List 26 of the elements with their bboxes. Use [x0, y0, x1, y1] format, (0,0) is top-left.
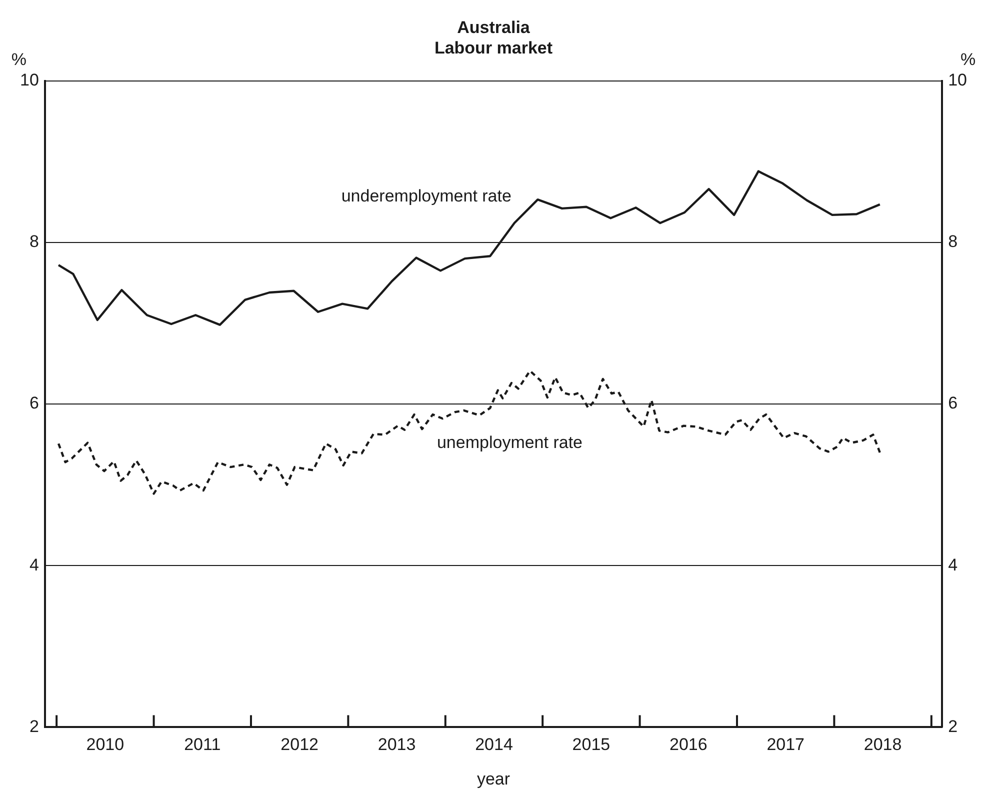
y2-tick-label: 8 — [948, 232, 958, 252]
chart-title: Australia — [457, 18, 530, 37]
y2-tick-label: 2 — [948, 716, 958, 736]
x-tick-label: 2017 — [766, 735, 805, 754]
y-tick-label: 4 — [29, 555, 39, 574]
x-axis-title: year — [476, 769, 510, 788]
x-tick-label: 2018 — [864, 735, 902, 754]
y-tick-label: 6 — [29, 394, 39, 413]
y2-tick-label: 4 — [948, 555, 958, 574]
y2-axis-title: % — [960, 50, 976, 69]
chart-subtitle: Labour market — [434, 38, 553, 58]
x-tick-label: 2016 — [669, 735, 708, 754]
x-tick-label: 2013 — [378, 735, 416, 754]
x-tick-label: 2015 — [572, 735, 610, 754]
x-tick-label: 2014 — [475, 735, 513, 754]
y2-tick-label: 10 — [948, 70, 968, 90]
y-axis-title: % — [11, 50, 26, 69]
y-tick-label: 2 — [29, 716, 39, 736]
x-tick-label: 2011 — [184, 735, 221, 754]
x-tick-label: 2010 — [86, 735, 124, 754]
y-tick-label: 10 — [20, 70, 39, 90]
y-tick-label: 8 — [29, 232, 39, 252]
y2-tick-label: 6 — [948, 394, 958, 413]
series-label: unemployment rate — [436, 432, 583, 452]
x-tick-label: 2012 — [280, 735, 318, 754]
series-label: underemployment rate — [341, 186, 512, 206]
